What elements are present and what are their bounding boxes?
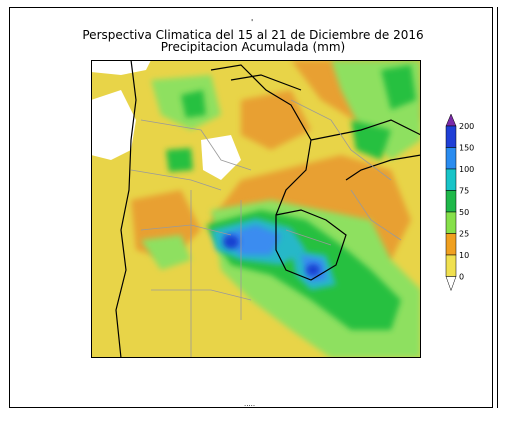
legend-swatch: [445, 211, 457, 234]
legend-swatch: [445, 125, 457, 148]
frame-edge: [497, 7, 498, 408]
legend-arrow-bottom: [445, 276, 457, 292]
legend-label: 50: [459, 208, 469, 217]
legend-swatch: [445, 233, 457, 256]
country-borders: [115, 60, 421, 358]
province-borders: [130, 99, 402, 358]
legend-label: 100: [459, 165, 474, 174]
legend-label: 10: [459, 251, 469, 260]
legend-swatch: [445, 147, 457, 170]
precipitation-map: [91, 60, 421, 358]
no-data-areas: [91, 60, 241, 180]
legend-arrow-top: [445, 113, 457, 127]
legend-label: 150: [459, 144, 474, 153]
map-border: [91, 60, 421, 358]
title-mark: ': [251, 18, 254, 27]
legend-swatch: [445, 168, 457, 191]
map-subtitle: Precipitacion Acumulada (mm): [160, 40, 346, 54]
legend-label: 25: [459, 230, 469, 239]
legend-label: 0: [459, 273, 464, 282]
precip-150-200: [223, 235, 320, 276]
legend-swatch: [445, 190, 457, 213]
legend-swatch: [445, 254, 457, 277]
map-title: Perspectiva Climatica del 15 al 21 de Di…: [82, 28, 424, 42]
footer-text: .....: [244, 400, 256, 408]
legend-label: 200: [459, 122, 474, 131]
legend-label: 75: [459, 187, 469, 196]
